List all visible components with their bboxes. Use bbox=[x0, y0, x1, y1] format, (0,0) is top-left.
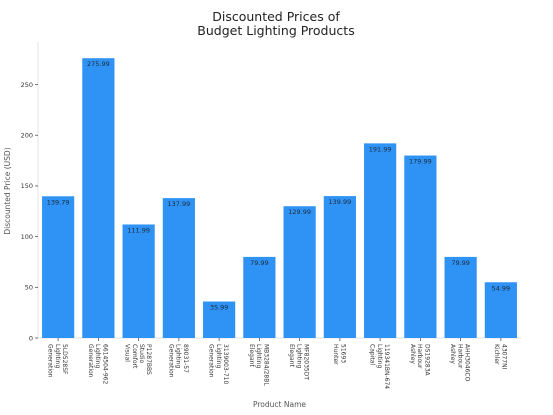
bar bbox=[484, 282, 517, 338]
x-category-label-line: 51693 bbox=[339, 344, 346, 363]
bar bbox=[283, 206, 316, 338]
x-category-label-line: 119341BN-674 bbox=[383, 344, 390, 389]
bar-value-label: 129.99 bbox=[288, 208, 311, 216]
x-category-label-line: Comfort bbox=[131, 344, 138, 369]
bar-value-label: 137.99 bbox=[168, 200, 191, 208]
x-category-label-line: Lighting bbox=[255, 344, 262, 368]
bar bbox=[162, 198, 195, 338]
x-category-label-line: Lighting bbox=[54, 344, 61, 368]
bar bbox=[444, 256, 477, 338]
bar bbox=[243, 256, 276, 338]
x-category-label-line: Hunter bbox=[332, 344, 339, 365]
x-category-label-line: Lighting bbox=[94, 344, 101, 368]
bar bbox=[122, 224, 155, 338]
x-category-label: Ashley Harbour DS19283A bbox=[409, 344, 430, 377]
y-tick-label: 50 bbox=[25, 284, 33, 292]
x-category-label-line: Ashley bbox=[449, 344, 456, 364]
x-category-label-line: Ashley bbox=[409, 344, 416, 364]
x-category-label-line: Harbour bbox=[416, 344, 423, 369]
bar bbox=[42, 196, 75, 338]
x-category-label-line: DS19283A bbox=[423, 344, 430, 377]
bar-value-label: 191.99 bbox=[369, 145, 392, 153]
bar-value-label: 139.99 bbox=[329, 198, 352, 206]
x-category-label-line: Generation bbox=[208, 344, 215, 378]
y-tick-label: 250 bbox=[21, 81, 33, 89]
x-category-label-line: Generation bbox=[47, 344, 54, 378]
x-category-label-line: Lighting bbox=[295, 344, 302, 368]
x-category-label-line: 3139003-710 bbox=[222, 344, 229, 385]
x-category-label: Visual Comfort Studio P1287BBS bbox=[124, 344, 153, 375]
x-category-label: Generation Lighting 89031-57 bbox=[167, 344, 188, 378]
x-category-label-line: 89031-57 bbox=[182, 344, 189, 373]
x-category-label-line: Elegant bbox=[248, 344, 255, 367]
bar bbox=[323, 196, 356, 338]
x-category-label-line: Visual bbox=[124, 344, 131, 362]
x-category-label-line: 6614504-962 bbox=[101, 344, 108, 385]
bar bbox=[404, 155, 437, 338]
y-axis-label: Discounted Price (USD) bbox=[3, 147, 12, 234]
y-ticks: 0 50 100 150 200 250 bbox=[21, 81, 38, 342]
x-category-label-line: Lighting bbox=[215, 344, 222, 368]
bar-value-label: 275.99 bbox=[87, 60, 110, 68]
x-category-label: Ashley Harbour AHH3046CO bbox=[449, 344, 470, 382]
chart-title-line: Budget Lighting Products bbox=[197, 23, 354, 38]
bar-value-label: 179.99 bbox=[409, 158, 432, 166]
x-category-label-line: Capital bbox=[369, 344, 376, 365]
x-category-label-line: Elegant bbox=[288, 344, 295, 367]
x-category-label: Capital Lighting 119341BN-674 bbox=[369, 344, 390, 389]
x-category-label: Hunter 51693 bbox=[332, 344, 346, 365]
x-category-label-line: AHH3046CO bbox=[464, 344, 471, 382]
x-category-label-line: Harbour bbox=[456, 344, 463, 369]
bar bbox=[364, 143, 397, 338]
y-tick-label: 200 bbox=[21, 132, 33, 140]
x-category-label: Kichler 43077NI bbox=[493, 344, 507, 370]
axes bbox=[37, 42, 521, 339]
y-tick-label: 100 bbox=[21, 233, 33, 241]
x-category-label-line: MB3284/28BL bbox=[262, 344, 269, 386]
x-category-label-line: Lighting bbox=[175, 344, 182, 368]
bar-value-label: 111.99 bbox=[127, 226, 150, 234]
x-category-label-line: 5LD528SF bbox=[61, 344, 68, 375]
x-category-label: Generation Lighting 5LD528SF bbox=[47, 344, 68, 378]
bar bbox=[203, 301, 236, 338]
x-category-label: Elegant Lighting MF82035DT bbox=[288, 344, 309, 380]
bar-value-label: 54.99 bbox=[492, 284, 511, 292]
bar-value-label: 35.99 bbox=[210, 304, 229, 312]
x-category-label: Elegant Lighting MB3284/28BL bbox=[248, 344, 269, 386]
bar bbox=[82, 58, 115, 338]
x-category-label: Generation Lighting 6614504-962 bbox=[87, 344, 108, 385]
x-category-label-line: Generation bbox=[167, 344, 174, 378]
bar-value-label: 79.99 bbox=[250, 259, 269, 267]
bar-value-label: 139.79 bbox=[47, 198, 70, 206]
y-tick-label: 0 bbox=[29, 334, 33, 342]
x-category-label-line: Lighting bbox=[376, 344, 383, 368]
x-category-label-line: Generation bbox=[87, 344, 94, 378]
x-ticks: Generation Lighting 5LD528SF Generation Ligh… bbox=[47, 338, 507, 389]
x-category-label-line: P1287BBS bbox=[145, 344, 152, 375]
bar-value-label: 79.99 bbox=[451, 259, 470, 267]
x-category-label: Generation Lighting 3139003-710 bbox=[208, 344, 229, 385]
bars: 139.79 275.99 111.99 137.99 35.99 79.99 129.99… bbox=[42, 58, 517, 338]
chart-title-line: Discounted Prices of bbox=[212, 9, 340, 24]
x-category-label-line: Studio bbox=[138, 344, 145, 363]
x-category-label-line: Kichler bbox=[493, 344, 500, 365]
y-tick-label: 150 bbox=[21, 182, 33, 190]
x-category-label-line: MF82035DT bbox=[303, 344, 310, 380]
x-category-label-line: 43077NI bbox=[500, 344, 507, 370]
x-axis-label: Product Name bbox=[253, 400, 306, 409]
